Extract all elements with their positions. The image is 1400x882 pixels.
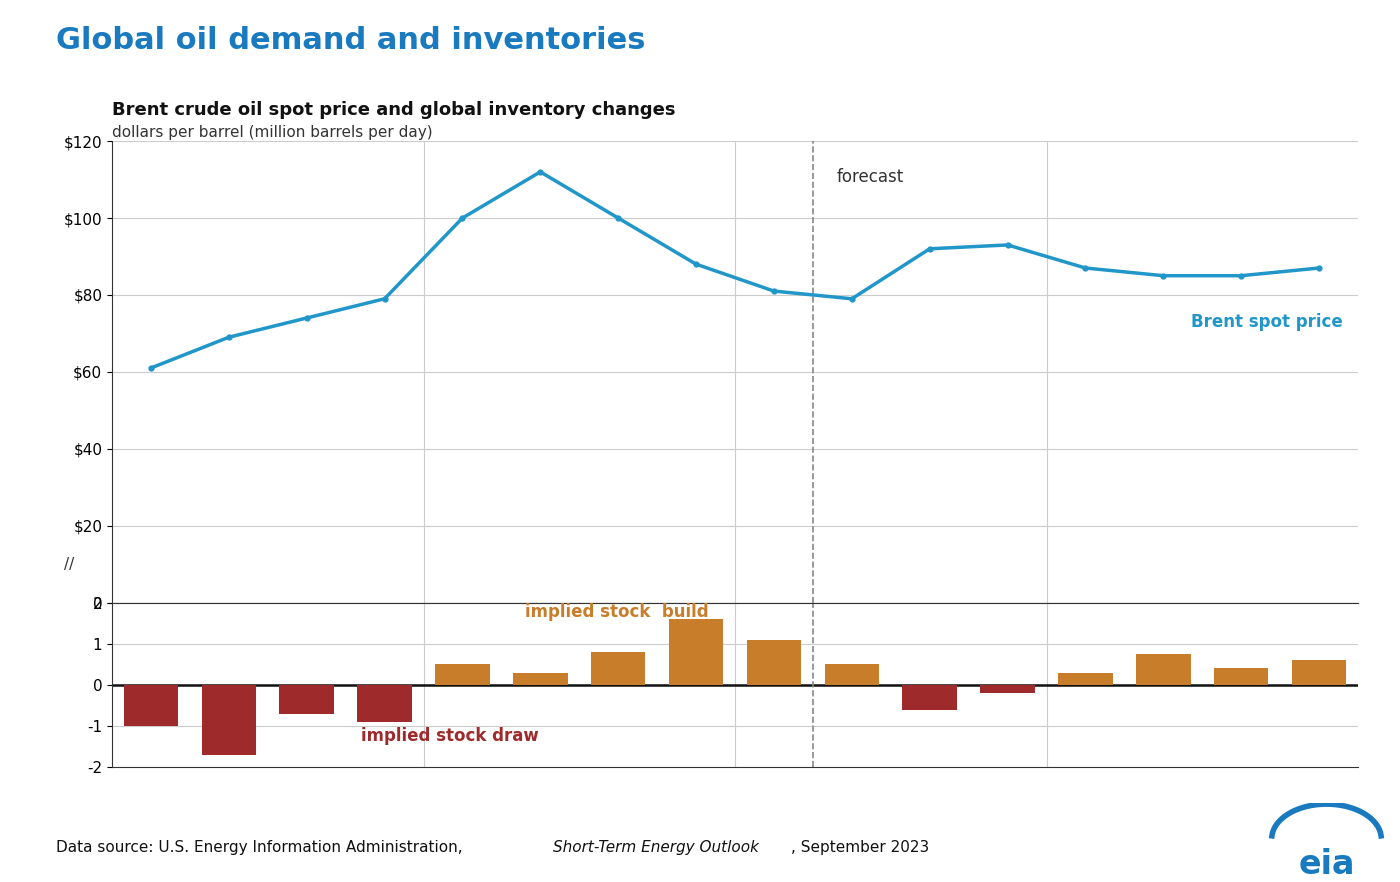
Bar	[1058, 673, 1113, 685]
Text: Data source: U.S. Energy Information Administration,: Data source: U.S. Energy Information Adm…	[56, 840, 468, 855]
Text: 2023: 2023	[869, 631, 911, 648]
Text: //: //	[64, 557, 74, 572]
Bar	[980, 685, 1035, 693]
Bar	[435, 664, 490, 685]
Text: Short-Term Energy Outlook: Short-Term Energy Outlook	[553, 840, 759, 855]
Text: 2024: 2024	[1182, 631, 1224, 648]
Bar	[825, 664, 879, 685]
Bar	[1135, 654, 1190, 685]
Text: 2022: 2022	[559, 631, 601, 648]
Text: Global oil demand and inventories: Global oil demand and inventories	[56, 26, 645, 56]
Text: implied stock draw: implied stock draw	[361, 727, 539, 744]
Text: implied stock  build: implied stock build	[525, 603, 708, 621]
Text: forecast: forecast	[836, 168, 903, 186]
Bar	[123, 685, 178, 726]
Bar	[591, 652, 645, 685]
Bar	[903, 685, 958, 710]
Bar	[669, 619, 724, 685]
Bar	[202, 685, 256, 755]
Bar	[357, 685, 412, 722]
Text: Brent spot price: Brent spot price	[1190, 313, 1343, 331]
Bar	[746, 639, 801, 685]
Text: 2021: 2021	[246, 631, 288, 648]
Text: eia: eia	[1298, 848, 1355, 880]
Bar	[512, 673, 567, 685]
Text: dollars per barrel (million barrels per day): dollars per barrel (million barrels per …	[112, 125, 433, 140]
Text: Brent crude oil spot price and global inventory changes: Brent crude oil spot price and global in…	[112, 101, 675, 119]
Text: , September 2023: , September 2023	[791, 840, 930, 855]
Bar	[1292, 661, 1347, 685]
Bar	[1214, 669, 1268, 685]
Bar	[280, 685, 335, 714]
